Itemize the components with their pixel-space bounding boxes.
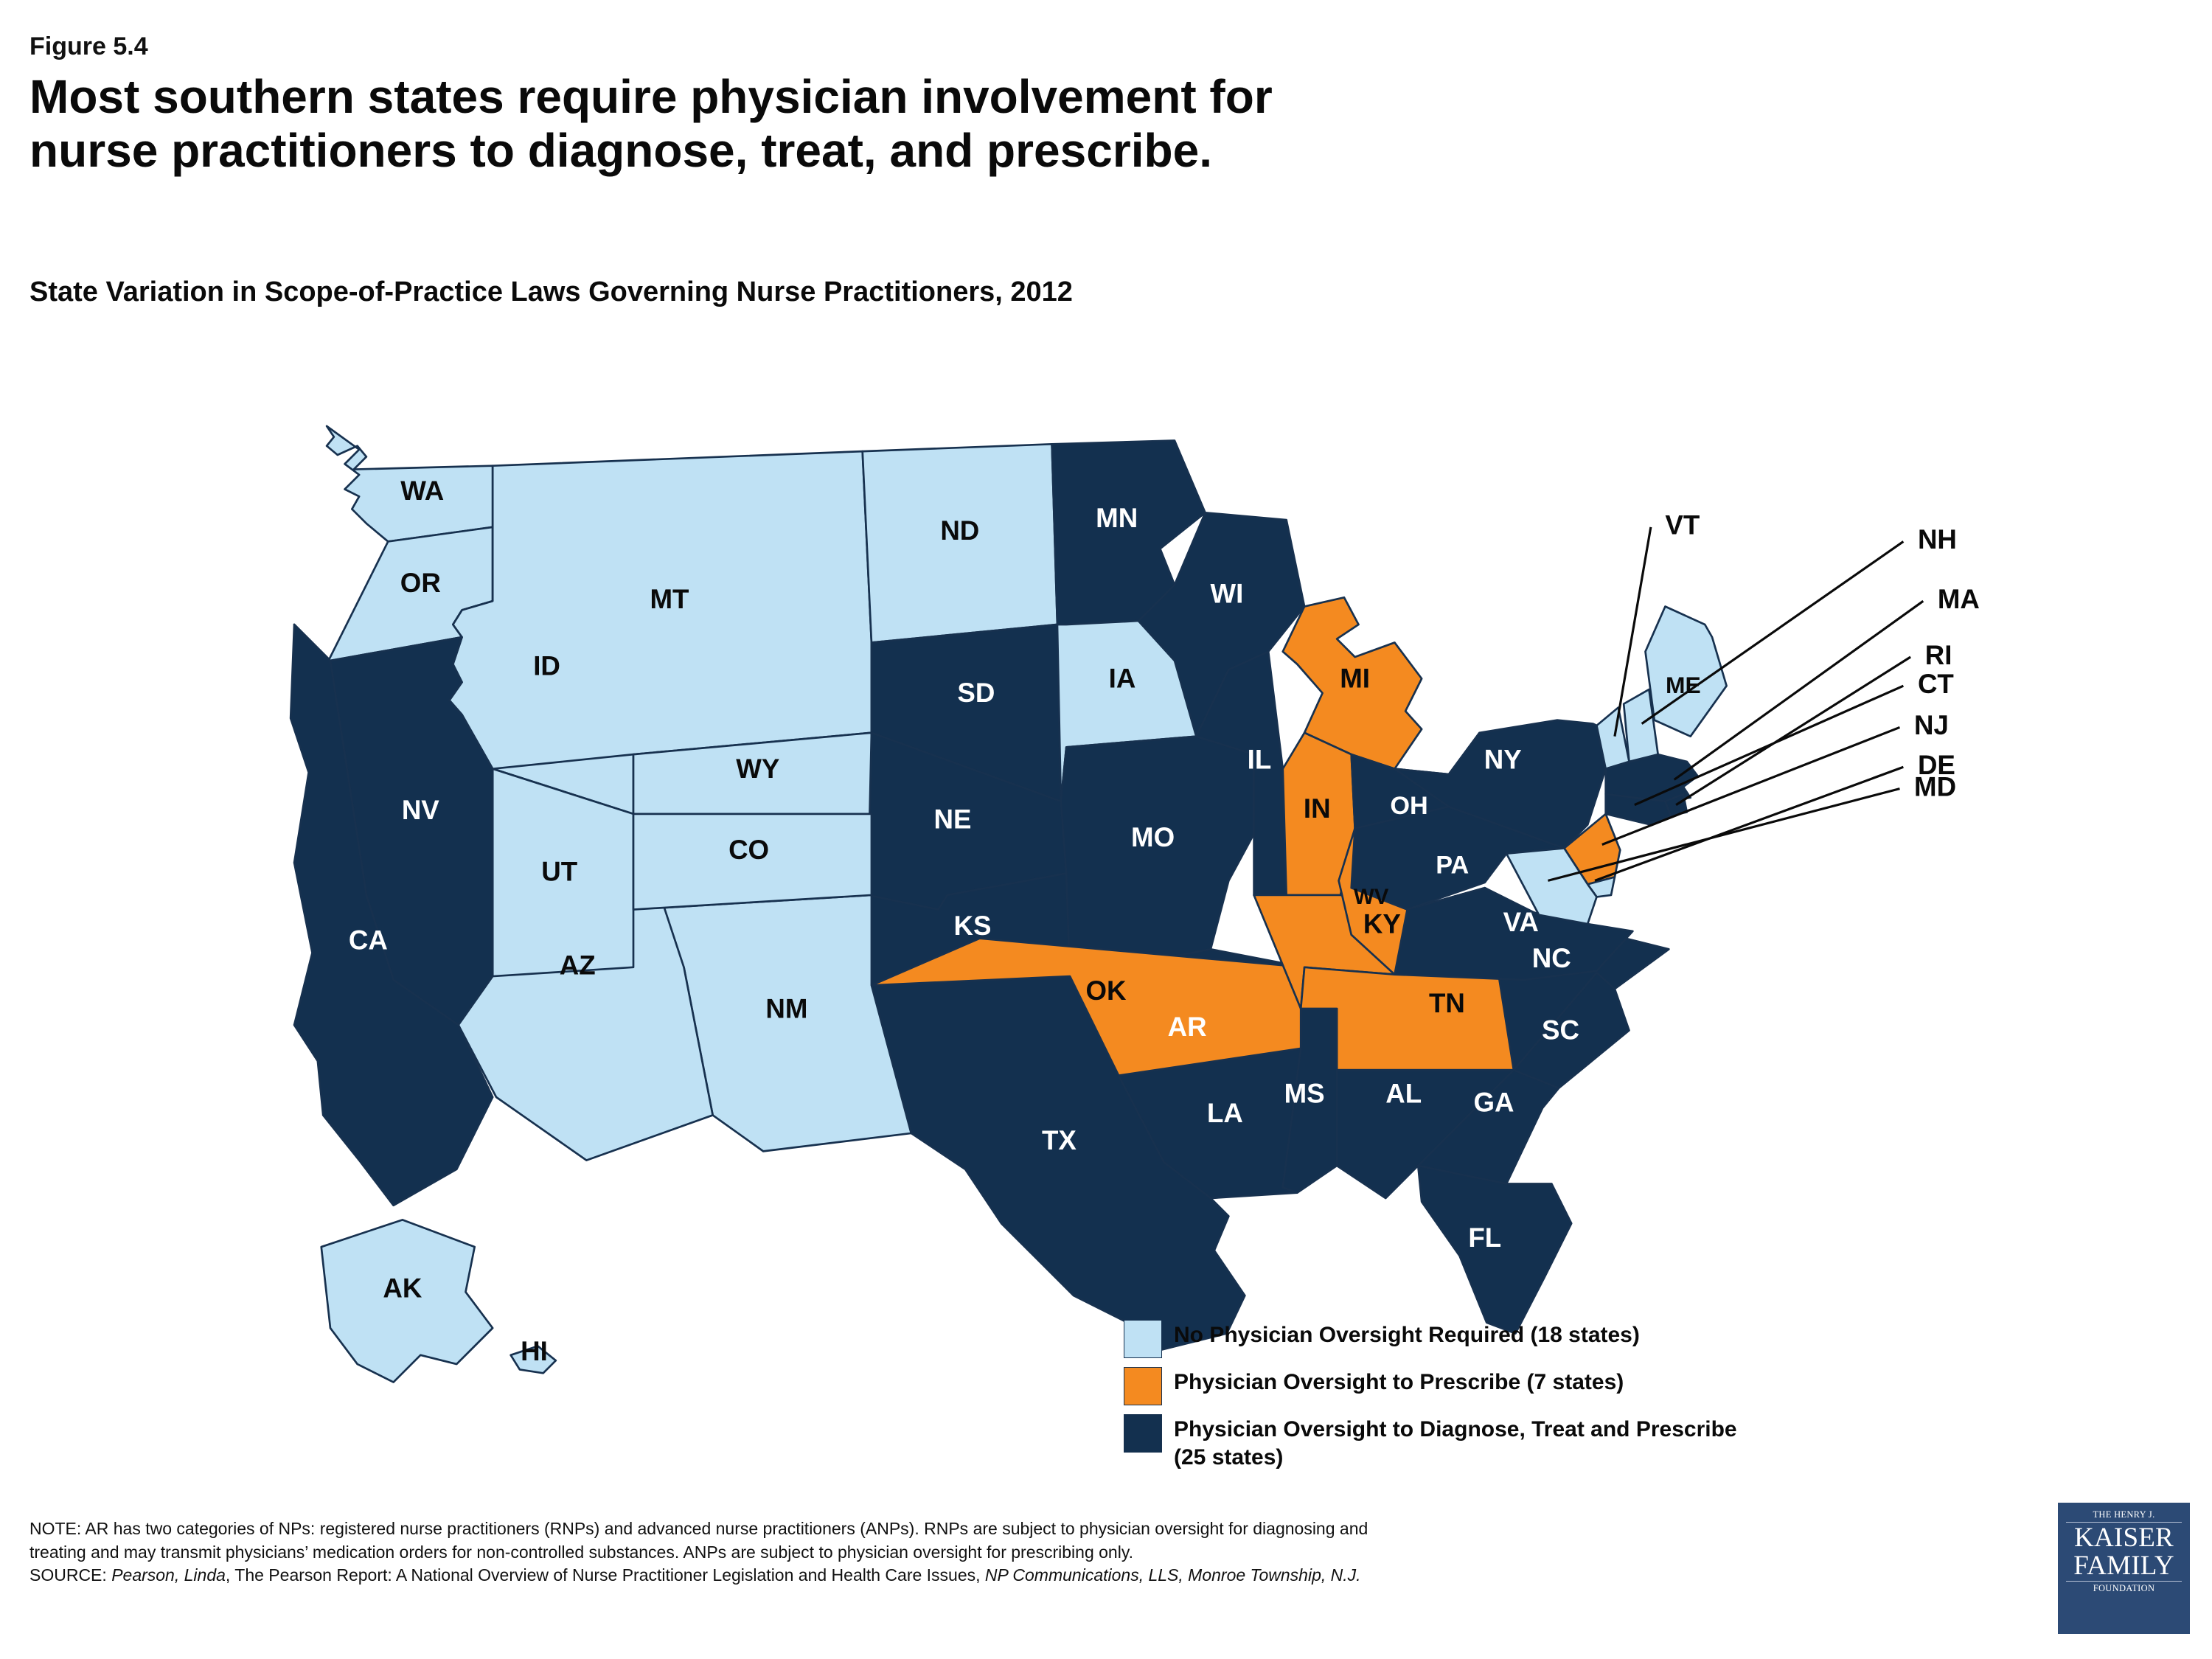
svg-text:MA: MA	[1938, 584, 1980, 614]
svg-text:CT: CT	[1918, 669, 1954, 699]
svg-text:MO: MO	[1131, 822, 1175, 852]
svg-text:VT: VT	[1665, 510, 1700, 540]
svg-text:MS: MS	[1284, 1078, 1325, 1108]
svg-text:WA: WA	[400, 476, 444, 506]
svg-text:KY: KY	[1363, 908, 1401, 939]
svg-text:AZ: AZ	[560, 950, 596, 981]
svg-text:NY: NY	[1484, 745, 1522, 775]
svg-text:OR: OR	[400, 568, 441, 598]
svg-text:RI: RI	[1925, 640, 1952, 670]
svg-text:VA: VA	[1503, 907, 1539, 937]
svg-text:TX: TX	[1042, 1125, 1077, 1155]
svg-text:HI: HI	[521, 1336, 548, 1366]
svg-text:SC: SC	[1542, 1015, 1579, 1046]
svg-text:AK: AK	[383, 1273, 422, 1304]
svg-text:NJ: NJ	[1914, 710, 1949, 740]
svg-text:KS: KS	[953, 911, 991, 941]
svg-text:CO: CO	[728, 835, 769, 865]
svg-text:NC: NC	[1532, 943, 1571, 973]
svg-text:NV: NV	[402, 795, 439, 825]
svg-text:AL: AL	[1385, 1078, 1422, 1108]
svg-text:IN: IN	[1304, 793, 1331, 824]
svg-text:MD: MD	[1914, 771, 1956, 801]
svg-text:AR: AR	[1168, 1012, 1207, 1042]
svg-text:MT: MT	[650, 584, 689, 614]
svg-text:ID: ID	[533, 650, 560, 681]
svg-text:OK: OK	[1085, 975, 1127, 1006]
svg-text:PA: PA	[1436, 852, 1469, 880]
svg-text:NM: NM	[765, 993, 807, 1023]
svg-text:UT: UT	[541, 856, 577, 886]
svg-text:MI: MI	[1340, 664, 1370, 694]
svg-text:TN: TN	[1429, 988, 1465, 1018]
svg-text:MN: MN	[1096, 503, 1138, 533]
svg-text:NE: NE	[934, 804, 972, 834]
svg-text:GA: GA	[1473, 1088, 1514, 1118]
svg-text:LA: LA	[1207, 1098, 1243, 1128]
svg-text:FL: FL	[1468, 1222, 1501, 1253]
svg-text:CA: CA	[349, 925, 388, 955]
svg-text:NH: NH	[1918, 524, 1957, 554]
svg-text:SD: SD	[957, 678, 995, 708]
svg-text:ND: ND	[940, 515, 979, 546]
svg-text:IL: IL	[1248, 745, 1272, 775]
svg-text:IA: IA	[1109, 664, 1136, 694]
svg-text:OH: OH	[1390, 792, 1427, 820]
svg-text:WI: WI	[1211, 579, 1244, 609]
svg-text:WV: WV	[1354, 885, 1389, 909]
svg-text:WY: WY	[736, 754, 779, 784]
